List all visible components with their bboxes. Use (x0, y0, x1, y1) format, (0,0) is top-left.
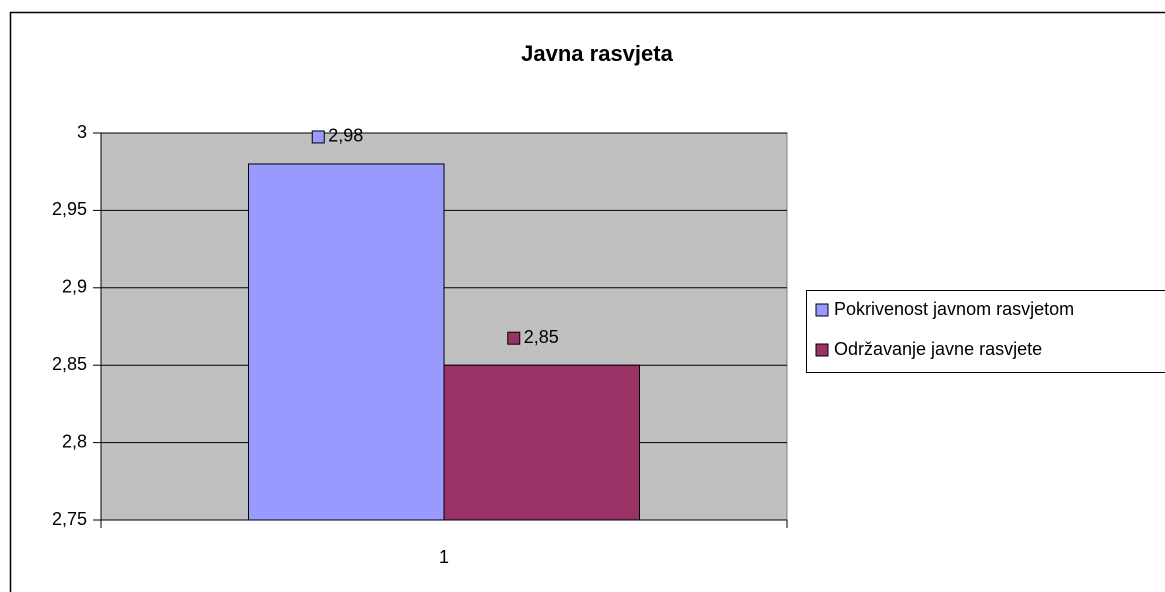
y-tick-label: 2,95 (52, 199, 87, 219)
data-label: 2,98 (328, 126, 363, 146)
legend-label: Održavanje javne rasvjete (834, 339, 1042, 359)
chart-title: Javna rasvjeta (521, 41, 673, 66)
legend-marker (815, 343, 829, 357)
chart-frame (9, 11, 1165, 592)
x-tick-label: 1 (439, 547, 449, 567)
legend-marker (815, 303, 829, 317)
y-tick-label: 2,85 (52, 354, 87, 374)
legend-label: Pokrivenost javnom rasvjetom (834, 299, 1074, 319)
data-label-marker (507, 331, 521, 345)
y-tick-label: 3 (77, 122, 87, 142)
data-label-marker (311, 130, 325, 144)
y-tick-label: 2,75 (52, 509, 87, 529)
data-label: 2,85 (524, 327, 559, 347)
legend-frame (806, 290, 1165, 373)
bar (443, 364, 641, 521)
bar (247, 163, 445, 521)
y-tick-label: 2,8 (62, 431, 87, 451)
y-tick-label: 2,9 (62, 277, 87, 297)
